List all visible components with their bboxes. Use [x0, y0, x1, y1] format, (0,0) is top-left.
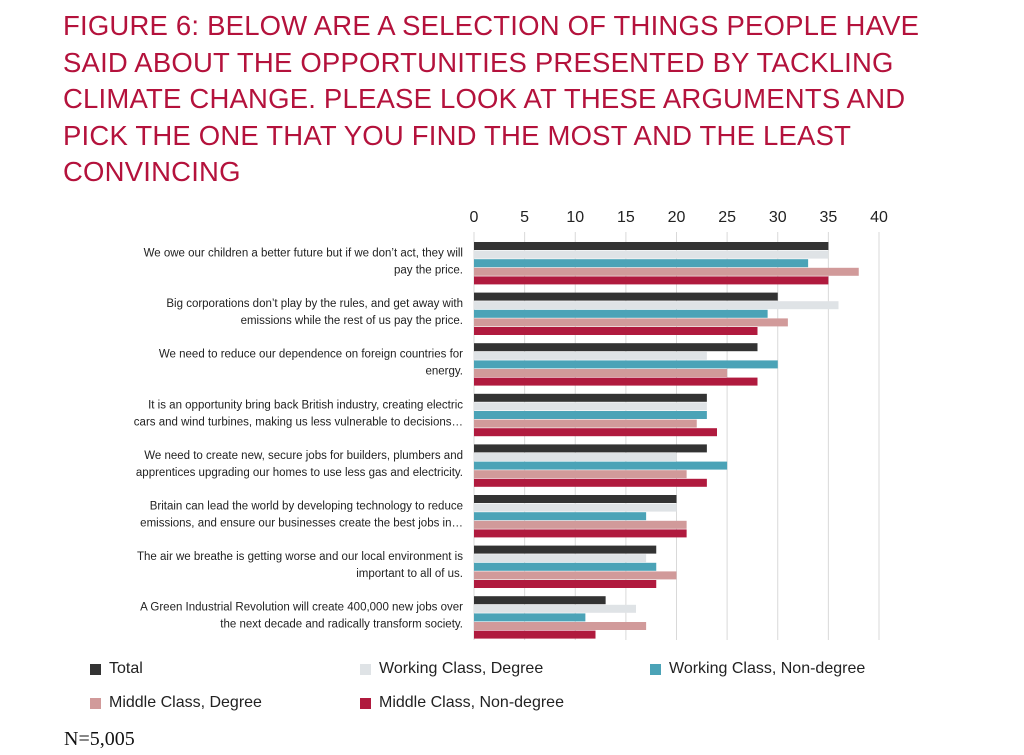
bar-working-class-non-degree	[474, 512, 647, 521]
bar-middle-class-non-degree	[474, 478, 707, 487]
category-label-line: A Green Industrial Revolution will creat…	[140, 602, 463, 614]
category-label: We need to reduce our dependence on fore…	[159, 349, 463, 378]
bar-middle-class-non-degree	[474, 276, 829, 285]
bar-working-class-non-degree	[474, 259, 809, 268]
bar-working-class-non-degree	[474, 309, 768, 318]
bar-total	[474, 343, 758, 352]
bar-working-class-non-degree	[474, 562, 657, 571]
bar-middle-class-degree	[474, 622, 647, 630]
category-label: It is an opportunity bring back British …	[134, 399, 463, 428]
bar-total	[474, 393, 707, 402]
category-label-line: Britain can lead the world by developing…	[150, 501, 463, 513]
bar-middle-class-non-degree	[474, 580, 657, 588]
x-tick-label: 30	[769, 209, 787, 226]
category-label-line: We need to create new, secure jobs for b…	[144, 450, 463, 462]
bar-working-class-degree	[474, 453, 677, 461]
category-label-line: emissions, and ensure our businesses cre…	[140, 518, 463, 530]
category-label-line: apprentices upgrading our homes to use l…	[136, 467, 463, 479]
bar-middle-class-non-degree	[474, 529, 687, 538]
category-label: Big corporations don’t play by the rules…	[166, 298, 463, 327]
bar-total	[474, 242, 829, 250]
bar-middle-class-degree	[474, 318, 788, 327]
bar-working-class-degree	[474, 503, 677, 512]
category-label-line: pay the price.	[394, 265, 463, 277]
bar-middle-class-degree	[474, 470, 687, 479]
category-label: Britain can lead the world by developing…	[140, 501, 463, 530]
x-tick-label: 35	[819, 209, 837, 226]
bar-working-class-degree	[474, 604, 636, 613]
category-label: The air we breathe is getting worse and …	[137, 551, 463, 580]
bar-middle-class-degree	[474, 571, 677, 580]
x-tick-label: 0	[470, 209, 479, 226]
bar-working-class-non-degree	[474, 411, 707, 419]
category-label-line: It is an opportunity bring back British …	[148, 399, 463, 411]
bars	[474, 242, 859, 639]
bar-working-class-non-degree	[474, 613, 586, 622]
bar-total	[474, 444, 707, 453]
bar-middle-class-degree	[474, 520, 687, 529]
bar-middle-class-non-degree	[474, 630, 596, 639]
category-label-line: the next decade and radically transform …	[220, 619, 463, 631]
category-label-line: We owe our children a better future but …	[144, 248, 463, 260]
bar-total	[474, 596, 606, 605]
x-tick-label: 20	[668, 209, 686, 226]
category-labels: We owe our children a better future but …	[134, 248, 463, 631]
category-label: We need to create new, secure jobs for b…	[136, 450, 463, 479]
category-label-line: energy.	[425, 366, 463, 378]
bar-working-class-non-degree	[474, 461, 728, 470]
bar-middle-class-non-degree	[474, 428, 717, 437]
bar-middle-class-degree	[474, 267, 859, 276]
figure-title: FIGURE 6: BELOW ARE A SELECTION OF THING…	[63, 10, 920, 187]
bar-working-class-degree	[474, 554, 647, 563]
category-label-line: Big corporations don’t play by the rules…	[166, 298, 463, 310]
category-label-line: emissions while the rest of us pay the p…	[241, 315, 463, 327]
bar-middle-class-degree	[474, 369, 728, 377]
sample-size-note: N=5,005	[64, 728, 135, 750]
x-tick-label: 40	[870, 209, 888, 226]
category-label: We owe our children a better future but …	[144, 248, 463, 277]
bar-working-class-degree	[474, 351, 707, 360]
bar-middle-class-non-degree	[474, 327, 758, 335]
bar-working-class-degree	[474, 402, 707, 411]
bar-total	[474, 545, 657, 554]
category-label-line: We need to reduce our dependence on fore…	[159, 349, 463, 361]
x-tick-label: 25	[718, 209, 736, 226]
bar-middle-class-degree	[474, 419, 697, 428]
x-axis-ticks: 0 5 10 15 20 25 30 35 40	[470, 209, 888, 226]
bar-working-class-degree	[474, 301, 839, 310]
bar-middle-class-non-degree	[474, 377, 758, 386]
bar-working-class-degree	[474, 250, 829, 259]
category-label-line: The air we breathe is getting worse and …	[137, 551, 463, 563]
bar-working-class-non-degree	[474, 360, 778, 369]
category-label-line: cars and wind turbines, making us less v…	[134, 416, 463, 428]
x-tick-label: 15	[617, 209, 635, 226]
category-label-line: important to all of us.	[356, 568, 463, 580]
x-tick-label: 5	[520, 209, 529, 226]
bar-total	[474, 292, 778, 301]
x-tick-label: 10	[566, 209, 584, 226]
category-label: A Green Industrial Revolution will creat…	[140, 602, 463, 631]
bar-total	[474, 495, 677, 503]
